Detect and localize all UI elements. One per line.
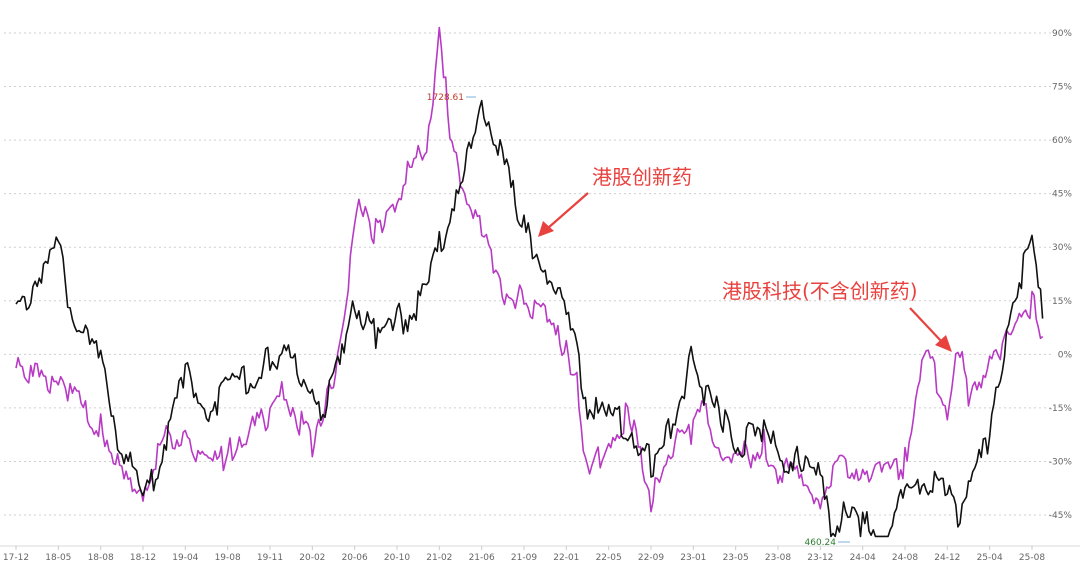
min-marker: 460.24	[805, 538, 850, 548]
x-tick-label: 22-09	[638, 553, 664, 563]
x-tick-label: 18-05	[45, 553, 71, 563]
max-marker: 1728.61	[427, 93, 476, 103]
x-tick-label: 21-09	[511, 553, 537, 563]
x-tick-label: 22-01	[553, 553, 579, 563]
y-tick-label: 15%	[1052, 297, 1072, 307]
x-tick-label: 21-06	[469, 553, 495, 563]
annotation-hk-tech: 港股科技(不含创新药)	[722, 279, 952, 352]
min-value-label: 460.24	[805, 538, 837, 548]
max-value-label: 1728.61	[427, 93, 464, 103]
x-tick-label: 20-02	[299, 553, 325, 563]
x-tick-label: 21-02	[426, 553, 452, 563]
x-tick-label: 24-12	[934, 553, 960, 563]
y-tick-label: 0%	[1058, 350, 1073, 360]
arrow-head-icon	[538, 221, 554, 237]
y-tick-label: 75%	[1052, 83, 1072, 93]
x-tick-label: 19-08	[215, 553, 241, 563]
y-tick-label: 60%	[1052, 136, 1072, 146]
series-line-0	[15, 99, 1044, 538]
x-tick-label: 19-11	[257, 553, 283, 563]
y-tick-label: 45%	[1052, 190, 1072, 200]
x-tick-label: 24-08	[892, 553, 918, 563]
x-tick-label: 23-12	[807, 553, 833, 563]
series-line-1	[15, 26, 1044, 513]
arrow-head-icon	[935, 335, 952, 352]
annotation-hk-tech-text: 港股科技(不含创新药)	[722, 279, 918, 303]
y-tick-label: 30%	[1052, 243, 1072, 253]
x-tick-label: 23-05	[723, 553, 749, 563]
y-tick-label: -45%	[1049, 511, 1073, 521]
x-tick-label: 23-01	[680, 553, 706, 563]
x-tick-label: 18-12	[130, 553, 156, 563]
x-tick-label: 23-08	[765, 553, 791, 563]
x-tick-label: 17-12	[3, 553, 29, 563]
x-axis: 17-12 18-05 18-08 18-12 19-04 19-08 19-11 20-02…	[0, 545, 1080, 563]
y-axis: 90% 75% 60% 45% 30% 15% 0% -15% -30% -45%	[1049, 29, 1073, 521]
y-tick-label: -30%	[1049, 457, 1073, 467]
annotation-innovative-drug: 港股创新药	[538, 165, 692, 237]
series-lines	[15, 26, 1044, 538]
x-tick-label: 24-04	[850, 553, 876, 563]
x-tick-label: 25-08	[1019, 553, 1045, 563]
y-tick-label: 90%	[1052, 29, 1072, 39]
x-tick-label: 18-08	[88, 553, 114, 563]
y-tick-label: -15%	[1049, 404, 1073, 414]
x-tick-label: 22-05	[596, 553, 622, 563]
x-tick-label: 20-06	[342, 553, 368, 563]
annotation-innovative-drug-text: 港股创新药	[592, 165, 692, 189]
x-tick-label: 19-04	[172, 553, 198, 563]
x-tick-label: 20-10	[384, 553, 410, 563]
x-tick-label: 25-04	[977, 553, 1003, 563]
